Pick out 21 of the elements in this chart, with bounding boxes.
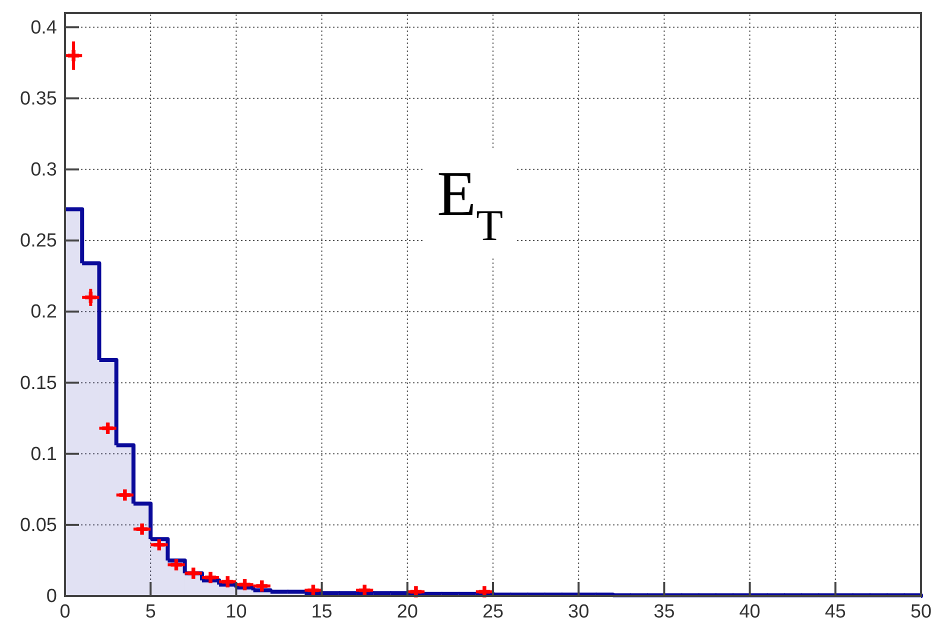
- y-tick-label: 0.05: [20, 514, 57, 536]
- x-tick-label: 45: [824, 601, 846, 622]
- x-tick-label: 5: [145, 601, 156, 622]
- x-tick-label: 10: [226, 601, 247, 622]
- y-tick-label: 0.35: [20, 88, 57, 110]
- y-tick-label: 0.2: [30, 302, 57, 323]
- annotation: E$_{T}$: [437, 158, 504, 250]
- x-tick-label: 15: [311, 601, 332, 622]
- y-tick-label: 0: [46, 586, 57, 608]
- x-tick-label: 35: [654, 601, 675, 622]
- y-tick-label: 0.15: [20, 372, 57, 394]
- y-tick-label: 0.1: [30, 444, 57, 465]
- x-tick-label: 30: [568, 601, 590, 622]
- x-tick-label: 0: [60, 601, 70, 622]
- x-tick-label: 50: [910, 601, 932, 622]
- y-tick-label: 0.3: [30, 159, 57, 180]
- y-tick-label: 0.4: [30, 17, 58, 38]
- x-tick-label: 40: [739, 601, 760, 622]
- x-tick-label: 20: [396, 601, 418, 622]
- x-tick-label: 25: [482, 601, 504, 622]
- y-tick-label: 0.25: [20, 230, 57, 252]
